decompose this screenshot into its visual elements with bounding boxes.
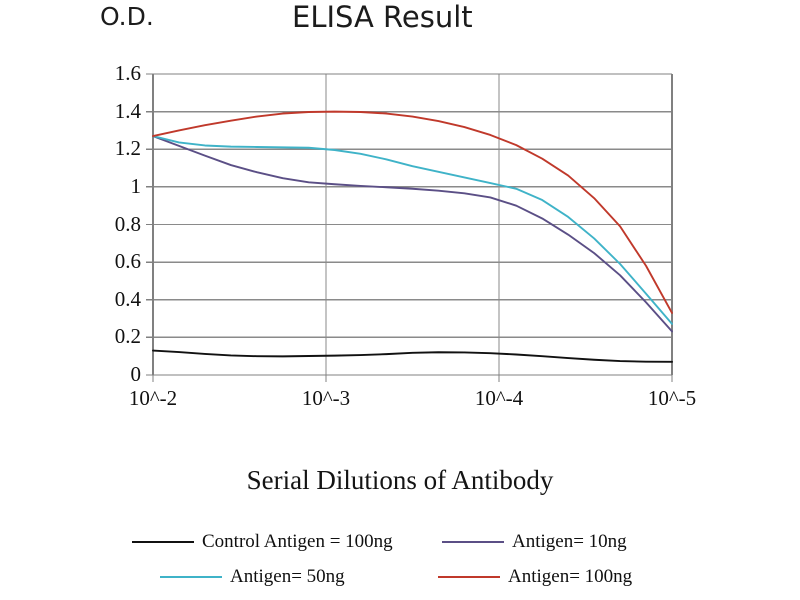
series-line <box>152 135 673 333</box>
x-axis-title: Serial Dilutions of Antibody <box>246 465 554 495</box>
legend-line-swatch <box>132 540 194 543</box>
legend-row: Control Antigen = 100ng Antigen= 10ng <box>110 524 710 559</box>
legend-line-swatch <box>160 575 222 578</box>
chart-title: ELISA Result <box>292 0 473 34</box>
line-chart-canvas <box>146 73 673 382</box>
y-tick-label: 1.4 <box>114 98 141 123</box>
legend-line-swatch <box>438 575 500 578</box>
y-tick-label: 0.8 <box>114 211 141 236</box>
y-tick-label: 0.4 <box>114 286 141 311</box>
legend-item-control-antigen-100ng: Control Antigen = 100ng <box>132 531 432 553</box>
series-line <box>152 110 673 314</box>
y-tick-label: 1.6 <box>114 61 141 85</box>
vertical-gridlines <box>325 74 500 375</box>
series-line <box>152 135 673 325</box>
legend-row: Antigen= 50ng Antigen= 100ng <box>110 559 710 594</box>
axis-tick-marks <box>146 73 673 382</box>
horizontal-gridlines <box>153 73 672 376</box>
chart-legend: Control Antigen = 100ng Antigen= 10ng An… <box>110 524 710 594</box>
y-tick-label: 1 <box>130 173 142 198</box>
legend-item-label: Control Antigen = 100ng <box>202 530 393 552</box>
x-tick-label: 10^-3 <box>301 386 351 410</box>
plot-frame <box>152 73 673 376</box>
legend-item-antigen-10ng: Antigen= 10ng <box>442 531 627 553</box>
legend-item-label: Antigen= 50ng <box>230 565 345 587</box>
y-tick-label: 0.2 <box>114 324 141 349</box>
chart-header: O.D. ELISA Result <box>0 0 800 52</box>
y-axis-label: O.D. <box>100 2 154 31</box>
y-tick-label: 0 <box>130 362 142 386</box>
data-series-layer <box>152 110 673 363</box>
series-line <box>152 349 673 363</box>
legend-line-swatch <box>442 540 504 543</box>
y-tick-label: 1.2 <box>114 136 141 161</box>
x-tick-label: 10^-5 <box>647 386 697 410</box>
legend-item-label: Antigen= 10ng <box>512 530 627 552</box>
legend-item-label: Antigen= 100ng <box>508 565 633 587</box>
legend-item-antigen-50ng: Antigen= 50ng <box>160 566 428 588</box>
y-tick-label: 0.6 <box>114 249 141 274</box>
legend-item-antigen-100ng: Antigen= 100ng <box>438 566 632 588</box>
x-tick-label: 10^-2 <box>128 386 178 410</box>
x-tick-label: 10^-4 <box>474 386 524 410</box>
